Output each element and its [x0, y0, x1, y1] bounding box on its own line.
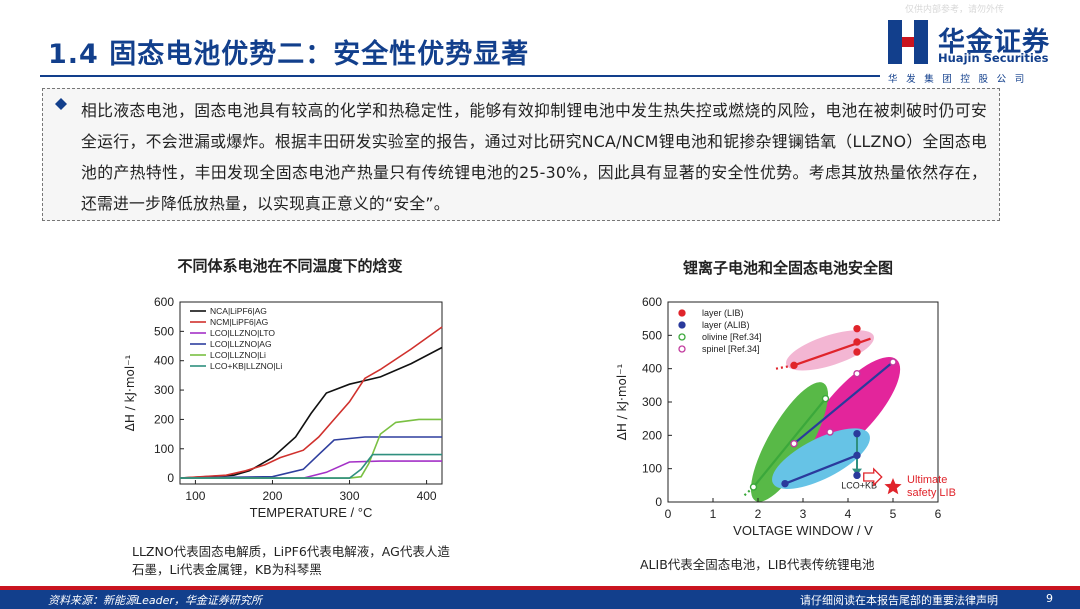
x-tick-label: 0 [665, 507, 672, 521]
legend-label: NCM|LiPF6|AG [210, 317, 268, 327]
data-point [853, 324, 861, 333]
y-tick-label: 500 [154, 324, 174, 338]
x-tick-label: 4 [845, 507, 852, 521]
footer-legal-notice[interactable]: 请仔细阅读在本报告尾部的重要法律声明 [800, 594, 998, 607]
data-point [853, 369, 861, 378]
data-point [853, 348, 861, 356]
data-point [853, 429, 861, 438]
y-tick-label: 300 [642, 395, 662, 409]
data-point [853, 338, 861, 346]
footer-accent-strip [0, 586, 1080, 590]
data-point [821, 394, 830, 403]
legend-label: LCO|LLZNO|AG [210, 339, 272, 349]
x-tick-label: 3 [800, 507, 807, 521]
y-tick-label: 0 [655, 495, 662, 509]
summary-text: 相比液态电池，固态电池具有较高的化学和热稳定性，能够有效抑制锂电池中发生热失控或… [81, 101, 987, 213]
logo-name-en: Huajin Securities [938, 51, 1049, 65]
y-axis-label: ΔH / kJ·mol⁻¹ [123, 354, 137, 431]
y-tick-label: 200 [154, 412, 174, 426]
logo-mark-icon [888, 20, 928, 64]
x-tick-label: 200 [262, 489, 282, 503]
summary-box: 相比液态电池，固态电池具有较高的化学和热稳定性，能够有效抑制锂电池中发生热失控或… [42, 88, 1000, 221]
y-tick-label: 100 [154, 442, 174, 456]
plot-frame [179, 301, 443, 485]
x-tick-label: 400 [417, 489, 437, 503]
y-tick-label: 400 [642, 362, 662, 376]
enthalpy-temperature-chart: 0 100 200 300 400 500 600 100 200 300 400 NCA|LiPF6… [123, 295, 443, 520]
legend-marker [678, 309, 686, 317]
legend-label: layer (ALIB) [702, 320, 750, 330]
x-tick-label: 100 [185, 489, 205, 503]
y-tick-label: 400 [154, 354, 174, 368]
x-tick-label: 2 [755, 507, 762, 521]
data-point [826, 428, 834, 436]
data-point [790, 361, 798, 370]
x-tick-label: 6 [935, 507, 942, 521]
x-axis-label: VOLTAGE WINDOW / V [733, 523, 873, 538]
x-tick-label: 5 [890, 507, 897, 521]
alib-region [772, 428, 870, 489]
footer-source: 资料来源：新能源Leader，华金证券研究所 [48, 594, 262, 607]
x-axis-label: TEMPERATURE / °C [250, 505, 373, 520]
logo-subtitle: 华发集团控股公司 [888, 74, 1033, 85]
ultimate-safety-star-icon [884, 478, 902, 495]
company-logo: 华金证券 Huajin Securities 华发集团控股公司 [888, 20, 1068, 85]
legend-label: spinel [Ref.34] [702, 344, 760, 354]
footer-bar: 资料来源：新能源Leader，华金证券研究所 请仔细阅读在本报告尾部的重要法律声… [0, 590, 1080, 609]
legend-marker [678, 345, 686, 353]
left-chart-title: 不同体系电池在不同温度下的焓变 [177, 257, 403, 275]
y-tick-label: 600 [154, 295, 174, 309]
x-tick-label: 300 [340, 489, 360, 503]
y-tick-label: 100 [642, 462, 662, 476]
page-title: 1.4 固态电池优势二：安全性优势显著 [48, 39, 530, 70]
y-axis-label: ΔH / kJ·mol⁻¹ [615, 363, 629, 440]
right-chart-caption: ALIB代表全固态电池，LIB代表传统锂电池 [640, 557, 875, 572]
y-tick-label: 300 [154, 383, 174, 397]
legend-marker [678, 333, 686, 341]
series-line [179, 346, 443, 479]
watermark: 仅供内部参考，请勿外传 [905, 5, 1005, 15]
legend-label: LCO|LLZNO|LTO [210, 328, 275, 338]
title-divider [40, 75, 880, 77]
y-tick-label: 600 [642, 295, 662, 309]
y-tick-label: 500 [642, 328, 662, 342]
data-point [790, 439, 798, 448]
data-point [853, 471, 861, 480]
safety-arrow-icon [863, 467, 883, 487]
lco-kb-label: LCO+KB [841, 481, 877, 491]
data-point [853, 451, 861, 460]
data-point [749, 483, 758, 491]
left-chart-caption: LLZNO代表固态电解质，LiPF6代表电解液，AG代表人造石墨，Li代表金属锂… [132, 544, 450, 577]
series-line [179, 326, 443, 479]
legend-label: LCO|LLZNO|Li [210, 350, 266, 360]
x-tick-label: 1 [710, 507, 717, 521]
spinel-trend [793, 361, 894, 445]
logo-name-cn: 华金证券 [938, 27, 1050, 58]
right-chart-title: 锂离子电池和全固态电池安全图 [682, 259, 893, 277]
legend-label: LCO+KB|LLZNO|Li [210, 361, 282, 371]
safety-map-chart: 0 100 200 300 400 500 600 0 1 2 3 4 5 6 layer (LIB) lay… [615, 295, 956, 538]
y-tick-label: 0 [167, 471, 174, 485]
data-point [889, 358, 897, 366]
legend-marker [678, 321, 686, 329]
legend-label: olivine [Ref.34] [702, 332, 762, 342]
alib-trend [784, 454, 858, 485]
series-line [180, 418, 442, 479]
data-point [781, 479, 789, 488]
series-line [180, 453, 442, 479]
diamond-bullet-icon [55, 98, 67, 110]
y-tick-label: 200 [642, 428, 662, 442]
ultimate-label-line2: safety LIB [907, 487, 956, 499]
legend-label: layer (LIB) [702, 308, 744, 318]
olivine-trend [752, 397, 827, 488]
legend-label: NCA|LiPF6|AG [210, 306, 267, 316]
page-number: 9 [1046, 592, 1053, 605]
series-line [179, 436, 442, 479]
ultimate-label-line1: Ultimate [907, 474, 947, 486]
